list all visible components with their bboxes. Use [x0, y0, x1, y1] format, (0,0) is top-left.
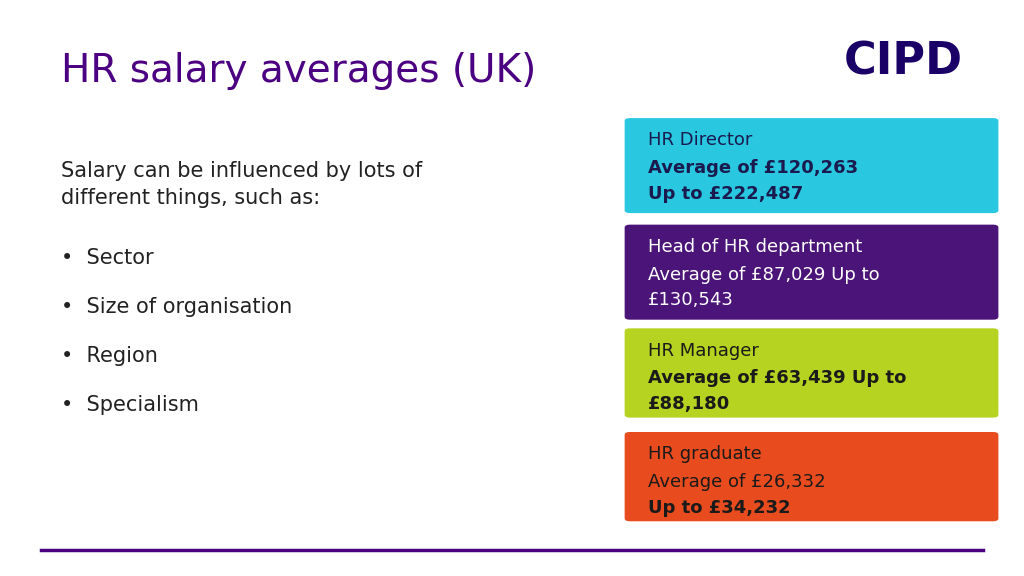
- Text: £130,543: £130,543: [648, 291, 734, 309]
- Text: •  Sector: • Sector: [61, 248, 154, 268]
- Text: •  Region: • Region: [61, 346, 159, 366]
- Text: Average of £120,263: Average of £120,263: [648, 159, 858, 177]
- Text: Head of HR department: Head of HR department: [648, 238, 862, 256]
- Text: •  Specialism: • Specialism: [61, 395, 200, 415]
- Text: HR graduate: HR graduate: [648, 445, 762, 463]
- Text: CIPD: CIPD: [844, 40, 963, 84]
- Text: Average of £26,332: Average of £26,332: [648, 473, 825, 491]
- Text: HR Director: HR Director: [648, 131, 753, 149]
- FancyBboxPatch shape: [625, 118, 998, 213]
- FancyBboxPatch shape: [625, 432, 998, 521]
- Text: £88,180: £88,180: [648, 395, 730, 413]
- Text: Up to £222,487: Up to £222,487: [648, 185, 804, 203]
- Text: Average of £63,439 Up to: Average of £63,439 Up to: [648, 369, 906, 387]
- FancyBboxPatch shape: [625, 328, 998, 418]
- Text: HR Manager: HR Manager: [648, 342, 759, 359]
- Text: Average of £87,029 Up to: Average of £87,029 Up to: [648, 266, 880, 283]
- Text: Salary can be influenced by lots of
different things, such as:: Salary can be influenced by lots of diff…: [61, 161, 423, 208]
- FancyBboxPatch shape: [625, 225, 998, 320]
- Text: •  Size of organisation: • Size of organisation: [61, 297, 293, 317]
- Text: Up to £34,232: Up to £34,232: [648, 499, 791, 517]
- Text: HR salary averages (UK): HR salary averages (UK): [61, 52, 537, 90]
